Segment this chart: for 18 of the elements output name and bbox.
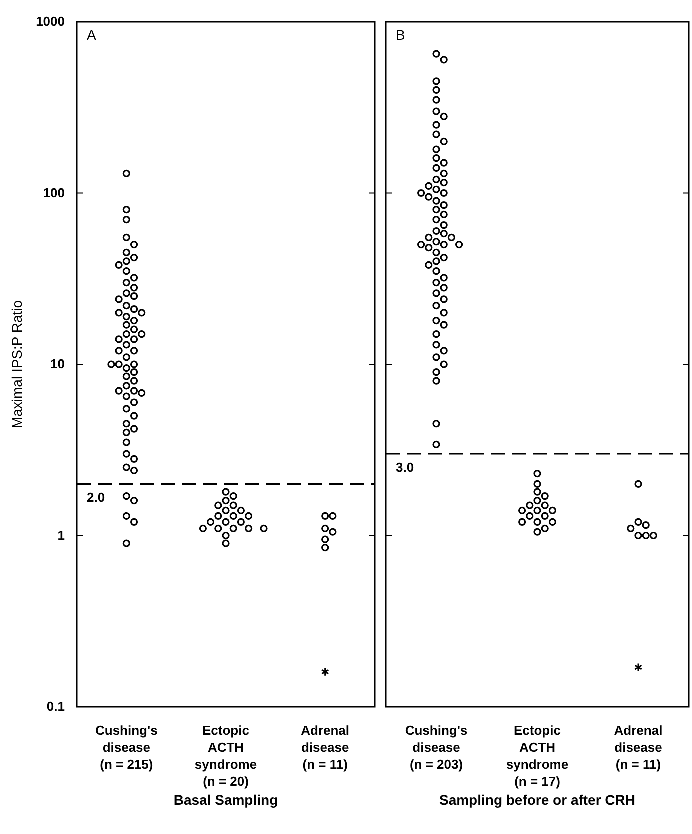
x-tick-label: Cushing's disease (n = 215) <box>96 723 158 772</box>
x-tick-label: Ectopic ACTH syndrome (n = 17) <box>506 723 569 789</box>
x-tick-label: Adrenal disease (n = 11) <box>301 723 350 772</box>
chart-title: B <box>396 27 406 43</box>
y-tick-label: 10 <box>50 356 65 372</box>
y-tick-label: 100 <box>43 185 65 200</box>
x-tick-label: Cushing's disease (n = 203) <box>405 723 468 772</box>
x-axis-title: Sampling before or after CRH <box>439 792 636 808</box>
y-tick-label: 1 <box>58 528 65 543</box>
ref-line-label: 3.0 <box>396 460 414 476</box>
x-tick-label: Ectopic ACTH syndrome (n = 20) <box>194 723 258 789</box>
x-axis-title: Basal Sampling <box>174 792 278 808</box>
y-axis-title: Maximal IPS:P Ratio <box>9 300 25 429</box>
ref-line-label: 2.0 <box>87 490 106 506</box>
y-tick-label: 1000 <box>36 14 65 30</box>
chart-title: A <box>87 27 97 43</box>
y-tick-label: 0.1 <box>46 699 65 714</box>
x-tick-label: Adrenal disease (n = 11) <box>614 723 663 772</box>
